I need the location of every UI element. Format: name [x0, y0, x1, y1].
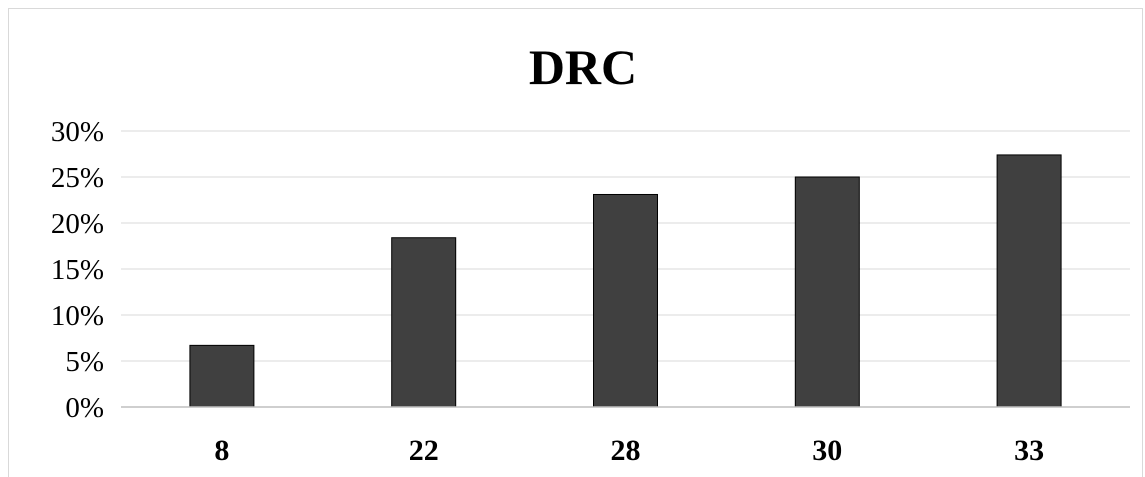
- bar-30: [794, 176, 860, 408]
- bar-33: [996, 154, 1062, 408]
- y-tick-label: 20%: [51, 208, 104, 240]
- x-tick-label: 8: [214, 434, 229, 467]
- bar-28: [593, 193, 658, 408]
- x-tick-label: 30: [812, 434, 842, 467]
- y-axis-ticks: 0% 5% 10% 15% 20% 25% 30%: [51, 116, 104, 424]
- y-tick-label: 30%: [51, 116, 104, 148]
- y-tick-label: 25%: [51, 162, 104, 194]
- chart-title: DRC: [529, 39, 637, 95]
- x-axis-ticks: 8 22 28 30 33: [214, 434, 1044, 467]
- y-tick-label: 10%: [51, 300, 104, 332]
- y-tick-label: 0%: [65, 392, 104, 424]
- bar-22: [391, 237, 457, 408]
- y-tick-label: 15%: [51, 254, 104, 286]
- chart-frame: [8, 8, 1143, 477]
- y-tick-label: 5%: [65, 346, 104, 378]
- x-tick-label: 28: [611, 434, 641, 467]
- x-tick-label: 22: [409, 434, 439, 467]
- bar-8: [189, 344, 255, 408]
- bars: [189, 154, 1062, 408]
- x-tick-label: 33: [1014, 434, 1044, 467]
